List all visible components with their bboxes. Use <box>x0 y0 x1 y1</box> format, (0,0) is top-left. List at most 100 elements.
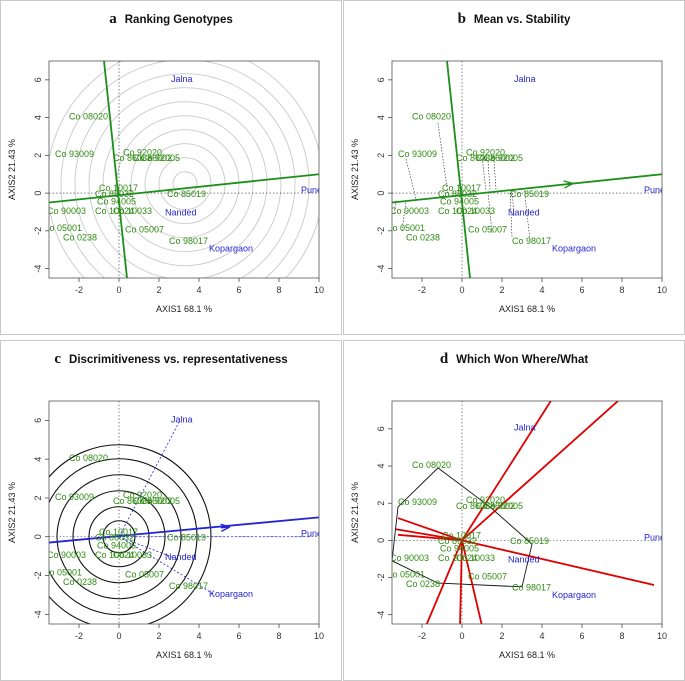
genotype-label: Co 98017 <box>512 236 551 246</box>
genotype-label: Co 0238 <box>406 579 440 589</box>
plot-frame <box>391 400 663 625</box>
x-tick-label: -2 <box>418 285 426 295</box>
genotype-label: Co 0238 <box>63 232 97 242</box>
concentric-circle <box>102 101 268 267</box>
projection-line <box>405 159 417 199</box>
environment-label: Jalna <box>171 74 193 84</box>
x-tick-label: 4 <box>196 285 201 295</box>
y-tick-label: -2 <box>376 574 386 582</box>
genotype-label: Co 85019 <box>510 536 549 546</box>
x-tick-label: 0 <box>459 285 464 295</box>
x-tick-label: 8 <box>619 631 624 641</box>
genotype-label: Co 86032 <box>113 153 152 163</box>
x-tick-label: 2 <box>156 285 161 295</box>
convex-hull <box>392 467 533 588</box>
atc-abscissa-line <box>49 516 319 544</box>
genotype-label: Co 10017 <box>99 183 138 193</box>
x-axis-label: AXIS1 68.1 % <box>499 650 555 660</box>
projection-line <box>401 200 407 231</box>
genotype-label: Co 0238 <box>63 577 97 587</box>
x-tick-label: 10 <box>657 631 667 641</box>
panel-letter: b <box>457 11 466 27</box>
environment-label: Kopargaon <box>552 590 596 600</box>
y-axis-label: AXIS2 21.43 % <box>7 139 17 200</box>
environment-label: Pune <box>644 185 665 195</box>
genotype-label: Co 92005 <box>484 153 523 163</box>
y-tick-label: -4 <box>33 265 43 273</box>
genotype-label: Co 93009 <box>398 149 437 159</box>
concentric-circle <box>74 73 296 278</box>
sector-ray <box>461 401 552 541</box>
genotype-label: Co 08020 <box>412 111 451 121</box>
x-tick-label: 10 <box>314 285 324 295</box>
sector-ray <box>461 539 655 586</box>
x-tick-label: 4 <box>196 631 201 641</box>
y-axis-label: AXIS2 21.43 % <box>7 482 17 543</box>
sector-ray <box>397 533 463 542</box>
genotype-label: Co 86032 <box>95 533 134 543</box>
projection-line <box>509 189 513 237</box>
genotype-label: Co 98017 <box>169 581 208 591</box>
concentric-circle <box>60 61 310 278</box>
y-tick-label: 4 <box>33 115 43 120</box>
panel-title: c Discrimitiveness vs. representativeness <box>1 351 341 368</box>
panel-title: b Mean vs. Stability <box>344 11 684 28</box>
genotype-label: Co 05001 <box>386 223 425 233</box>
concentric-circle <box>158 157 212 211</box>
plot-frame <box>48 400 320 625</box>
x-tick-label: 6 <box>579 631 584 641</box>
x-tick-label: 6 <box>579 285 584 295</box>
sector-ray <box>461 401 620 542</box>
x-tick-label: -2 <box>418 631 426 641</box>
projection-line <box>393 200 397 214</box>
y-tick-label: -4 <box>376 265 386 273</box>
projection-line <box>487 160 491 190</box>
genotype-label: Co 10024 <box>95 206 134 216</box>
environment-label: Nanded <box>508 555 540 565</box>
x-tick-label: 6 <box>236 631 241 641</box>
environment-label: Pune <box>644 532 665 542</box>
genotype-label: Co 10017 <box>99 527 138 537</box>
projection-line <box>511 189 515 216</box>
plot-frame <box>391 60 663 279</box>
x-tick-label: 6 <box>236 285 241 295</box>
genotype-label: Co 92020 <box>466 495 505 505</box>
panel-letter: c <box>54 351 62 367</box>
x-tick-label: 4 <box>539 285 544 295</box>
genotype-label: Co 0238 <box>406 232 440 242</box>
y-tick-label: -2 <box>33 227 43 235</box>
genotype-label: Co 85019 <box>510 189 549 199</box>
x-tick-label: 8 <box>276 631 281 641</box>
environment-label: Jalna <box>514 423 536 433</box>
genotype-label: Co 10017 <box>442 183 481 193</box>
genotype-label: Co 92005 <box>141 153 180 163</box>
x-axis-label: AXIS1 68.1 % <box>156 304 212 314</box>
genotype-label: Co 08020 <box>69 111 108 121</box>
genotype-label: Co 92020 <box>123 147 162 157</box>
sector-ray <box>459 540 463 624</box>
panel-title: a Ranking Genotypes <box>1 11 341 28</box>
genotype-label: Co 10033 <box>456 553 495 563</box>
y-tick-label: -2 <box>33 572 43 580</box>
y-tick-label: 0 <box>376 538 386 543</box>
x-tick-label: 2 <box>156 631 161 641</box>
average-environment-arrow <box>564 184 572 185</box>
genotype-label: Co 98017 <box>169 236 208 246</box>
x-tick-label: 8 <box>619 285 624 295</box>
y-tick-label: 4 <box>376 115 386 120</box>
environment-vector <box>118 422 180 537</box>
panel-title: d Which Won Where/What <box>344 351 684 368</box>
genotype-label: Co 92005 <box>484 501 523 511</box>
average-environment-arrow <box>221 527 229 528</box>
concentric-circle <box>130 129 240 239</box>
environment-label: Jalna <box>171 414 193 424</box>
y-tick-label: 0 <box>33 534 43 539</box>
concentric-circle <box>88 87 282 278</box>
environment-label: Pune <box>301 529 322 539</box>
environment-label: Jalna <box>514 74 536 84</box>
y-tick-label: 2 <box>33 495 43 500</box>
genotype-label: Co 08020 <box>412 460 451 470</box>
panel-title-text: Which Won Where/What <box>456 354 589 366</box>
